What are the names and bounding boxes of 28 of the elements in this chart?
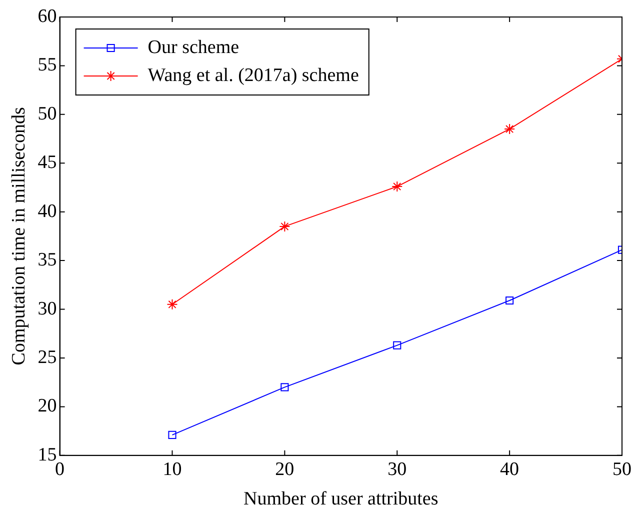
y-tick-label: 20 [38, 396, 57, 417]
point [280, 383, 289, 392]
y-tick-label: 60 [38, 6, 57, 27]
y-tick-label: 35 [38, 250, 57, 271]
point [393, 341, 402, 350]
y-tick-label: 30 [38, 298, 57, 320]
y-tick-label: 45 [38, 152, 57, 174]
point [166, 298, 178, 310]
point [392, 181, 403, 192]
legend-label: Wang et al. (2017a) scheme [148, 64, 359, 86]
x-tick-label: 30 [388, 458, 407, 480]
y-tick-label: 50 [38, 103, 57, 124]
point [279, 220, 290, 232]
point [504, 124, 516, 135]
x-tick-label: 50 [612, 458, 632, 480]
legend-label: Our scheme [148, 36, 240, 58]
y-tick-label: 25 [38, 346, 57, 368]
x-axis-title: Number of user attributes [244, 488, 438, 510]
x-tick-label: 20 [275, 458, 294, 480]
y-tick-label: 15 [38, 444, 57, 466]
y-tick-label: 40 [38, 200, 57, 222]
x-tick-label: 10 [162, 458, 182, 480]
point [506, 296, 514, 305]
point [168, 430, 176, 439]
y-axis-title: Computation time in milliseconds [8, 107, 30, 366]
x-tick-label: 40 [500, 458, 520, 480]
x-tick-label: 0 [55, 458, 65, 480]
y-tick-label: 55 [38, 54, 57, 76]
